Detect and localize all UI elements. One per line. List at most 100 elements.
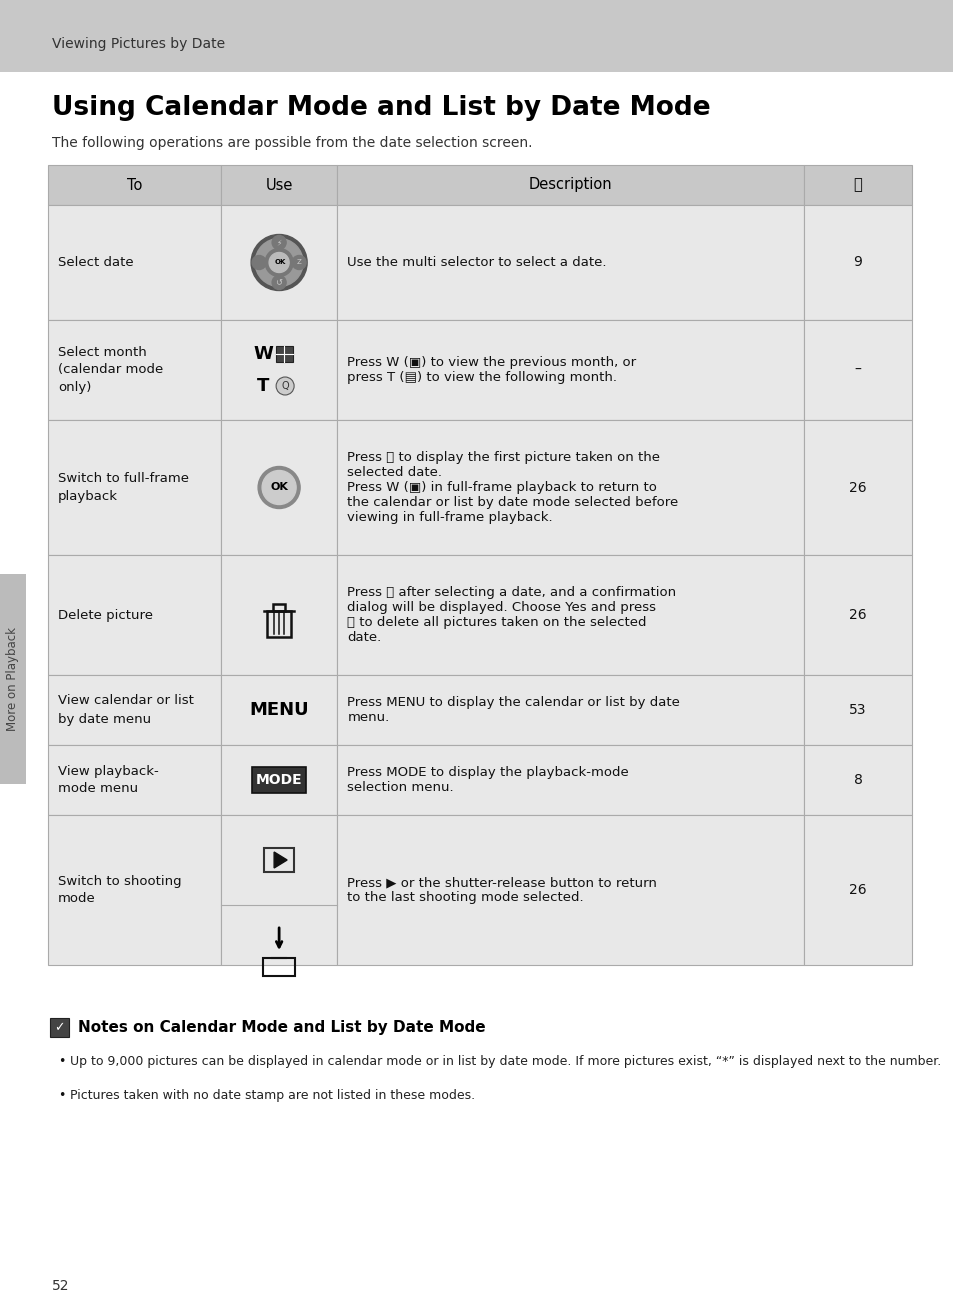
Bar <box>275 346 293 361</box>
Text: Description: Description <box>528 177 612 192</box>
Bar <box>337 555 803 675</box>
Circle shape <box>258 466 300 509</box>
Bar <box>220 675 337 745</box>
Circle shape <box>251 234 307 290</box>
Text: selected date.: selected date. <box>347 466 442 480</box>
Text: Press MODE to display the playback-mode: Press MODE to display the playback-mode <box>347 766 629 779</box>
Bar <box>337 166 803 205</box>
Text: OK: OK <box>270 482 288 493</box>
Text: 9: 9 <box>853 255 862 269</box>
Bar <box>0 574 26 784</box>
Bar <box>48 555 220 675</box>
Text: The following operations are possible from the date selection screen.: The following operations are possible fr… <box>52 137 532 150</box>
Text: ✓: ✓ <box>54 1021 65 1034</box>
Text: Press W (▣) in full-frame playback to return to: Press W (▣) in full-frame playback to re… <box>347 481 657 494</box>
Text: View calendar or list
by date menu: View calendar or list by date menu <box>58 695 193 725</box>
Text: Select month
(calendar mode
only): Select month (calendar mode only) <box>58 346 163 394</box>
Text: Up to 9,000 pictures can be displayed in calendar mode or in list by date mode. : Up to 9,000 pictures can be displayed in… <box>70 1055 941 1068</box>
Text: the calendar or list by date mode selected before: the calendar or list by date mode select… <box>347 495 678 509</box>
Text: Delete picture: Delete picture <box>58 608 152 622</box>
Circle shape <box>272 235 286 250</box>
Bar <box>48 815 220 964</box>
Text: selection menu.: selection menu. <box>347 781 454 794</box>
Text: Notes on Calendar Mode and List by Date Mode: Notes on Calendar Mode and List by Date … <box>78 1020 485 1035</box>
Bar <box>803 745 911 815</box>
Bar <box>267 611 291 637</box>
Text: •: • <box>58 1089 66 1102</box>
Bar <box>337 321 803 420</box>
Bar <box>220 420 337 555</box>
Circle shape <box>254 239 303 286</box>
Text: MENU: MENU <box>249 700 309 719</box>
Circle shape <box>252 255 266 269</box>
Bar <box>50 1018 69 1037</box>
Bar <box>220 205 337 321</box>
Bar <box>0 0 953 72</box>
Bar <box>220 166 337 205</box>
Bar <box>48 420 220 555</box>
Circle shape <box>262 470 295 505</box>
Text: More on Playback: More on Playback <box>7 627 19 731</box>
Bar <box>263 958 294 976</box>
Text: 53: 53 <box>848 703 866 717</box>
Text: OK: OK <box>274 259 286 265</box>
Bar <box>48 675 220 745</box>
Text: MODE: MODE <box>255 773 302 787</box>
Text: –: – <box>854 363 861 377</box>
Bar <box>220 321 337 420</box>
Circle shape <box>275 377 294 396</box>
Text: Using Calendar Mode and List by Date Mode: Using Calendar Mode and List by Date Mod… <box>52 95 710 121</box>
Text: Select date: Select date <box>58 256 133 269</box>
Bar <box>803 675 911 745</box>
Bar <box>803 205 911 321</box>
Bar <box>803 321 911 420</box>
Bar <box>48 321 220 420</box>
Bar <box>220 555 337 675</box>
Bar <box>48 166 220 205</box>
Text: date.: date. <box>347 631 381 644</box>
Text: Press ▶ or the shutter-release button to return: Press ▶ or the shutter-release button to… <box>347 876 657 890</box>
Text: ⚡: ⚡ <box>276 238 281 247</box>
Text: dialog will be displayed. Choose Yes and press: dialog will be displayed. Choose Yes and… <box>347 600 656 614</box>
Text: Use the multi selector to select a date.: Use the multi selector to select a date. <box>347 256 606 269</box>
Text: Use: Use <box>265 177 293 192</box>
Text: Press MENU to display the calendar or list by date: Press MENU to display the calendar or li… <box>347 696 679 710</box>
Bar <box>220 745 337 815</box>
Text: viewing in full-frame playback.: viewing in full-frame playback. <box>347 511 553 524</box>
Text: Press ⒫ after selecting a date, and a confirmation: Press ⒫ after selecting a date, and a co… <box>347 586 676 599</box>
Bar <box>803 815 911 964</box>
Bar <box>337 420 803 555</box>
Bar <box>48 745 220 815</box>
Bar <box>273 604 285 611</box>
Text: 26: 26 <box>848 608 866 622</box>
Text: Viewing Pictures by Date: Viewing Pictures by Date <box>52 37 225 51</box>
Text: Switch to full-frame
playback: Switch to full-frame playback <box>58 472 189 503</box>
Text: to the last shooting mode selected.: to the last shooting mode selected. <box>347 891 583 904</box>
Bar <box>803 166 911 205</box>
Bar <box>337 205 803 321</box>
Text: Pictures taken with no date stamp are not listed in these modes.: Pictures taken with no date stamp are no… <box>70 1089 475 1102</box>
Text: Z: Z <box>296 259 301 265</box>
Text: Q: Q <box>281 381 289 392</box>
Circle shape <box>269 252 289 272</box>
Circle shape <box>292 255 306 269</box>
Text: View playback-
mode menu: View playback- mode menu <box>58 765 158 795</box>
Bar <box>803 555 911 675</box>
Bar <box>252 767 306 794</box>
Text: 26: 26 <box>848 481 866 494</box>
Bar <box>337 815 803 964</box>
Bar <box>803 420 911 555</box>
Text: 26: 26 <box>848 883 866 897</box>
Text: Press W (▣) to view the previous month, or: Press W (▣) to view the previous month, … <box>347 356 636 369</box>
Text: W: W <box>253 346 273 363</box>
Bar <box>220 815 337 964</box>
Text: To: To <box>127 177 142 192</box>
Bar <box>337 745 803 815</box>
Text: press T (▤) to view the following month.: press T (▤) to view the following month. <box>347 371 617 384</box>
Text: ↺: ↺ <box>275 279 282 286</box>
Text: 8: 8 <box>853 773 862 787</box>
Text: menu.: menu. <box>347 711 389 724</box>
Bar <box>264 848 294 872</box>
Circle shape <box>265 248 293 276</box>
Polygon shape <box>274 851 287 869</box>
